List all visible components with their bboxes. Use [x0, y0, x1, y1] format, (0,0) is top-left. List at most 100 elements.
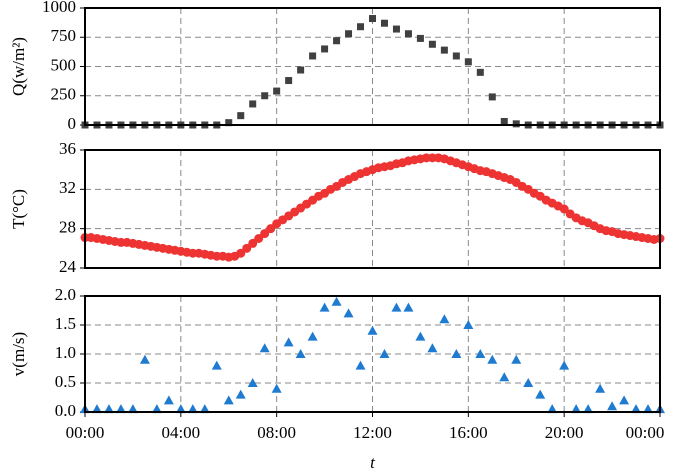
- point: [427, 343, 438, 353]
- point: [451, 349, 462, 358]
- y-tick-label: 2.0: [55, 285, 76, 304]
- point: [631, 404, 642, 414]
- point: [380, 19, 388, 27]
- y-tick-label: 1000: [42, 0, 76, 16]
- x-tick-label: 16:00: [449, 423, 488, 442]
- point: [91, 404, 102, 414]
- point: [475, 349, 486, 358]
- y-axis-label: T(°C): [9, 189, 28, 229]
- y-tick-label: 28: [59, 218, 76, 237]
- y-tick-label: 500: [51, 55, 77, 74]
- point: [249, 100, 257, 108]
- point: [512, 120, 520, 128]
- point: [297, 66, 305, 74]
- point: [452, 52, 460, 60]
- y-tick-label: 250: [51, 85, 77, 104]
- point: [309, 52, 317, 60]
- point: [283, 337, 294, 347]
- point: [151, 404, 162, 414]
- point: [416, 34, 424, 42]
- y-tick-label: 1.5: [55, 314, 76, 333]
- point: [523, 378, 534, 387]
- x-tick-label: 20:00: [545, 423, 584, 442]
- y-tick-label: 32: [59, 178, 76, 197]
- point: [343, 308, 354, 318]
- point: [163, 395, 174, 405]
- point: [254, 234, 264, 243]
- point: [187, 404, 198, 414]
- plot-frame: [84, 7, 661, 126]
- point: [235, 389, 246, 399]
- y-tick-label: 750: [51, 26, 77, 45]
- point: [319, 302, 330, 312]
- point: [404, 30, 412, 38]
- point: [369, 15, 376, 23]
- point: [476, 68, 484, 76]
- point: [607, 401, 618, 411]
- point: [535, 389, 546, 399]
- point: [307, 331, 318, 341]
- point: [583, 404, 594, 414]
- point: [236, 248, 246, 258]
- point: [488, 93, 496, 101]
- point: [428, 40, 436, 48]
- point: [379, 349, 390, 358]
- point: [463, 320, 474, 329]
- point: [271, 383, 282, 393]
- point: [331, 296, 342, 306]
- point: [260, 229, 270, 239]
- y-tick-label: 0.5: [55, 372, 76, 391]
- point: [345, 30, 353, 38]
- x-tick-label: 08:00: [257, 423, 296, 442]
- y-tick-label: 36: [59, 139, 76, 158]
- point: [115, 404, 126, 414]
- point: [211, 360, 222, 370]
- y-tick-label: 24: [59, 257, 77, 276]
- point: [355, 360, 366, 370]
- point: [367, 325, 378, 335]
- point: [259, 343, 270, 353]
- y-axis-label: Q(w/m²): [9, 37, 28, 96]
- x-axis-label: t: [370, 453, 376, 472]
- point: [500, 117, 508, 125]
- point: [333, 37, 341, 45]
- x-tick-label: 12:00: [353, 423, 392, 442]
- point: [285, 77, 293, 85]
- point: [261, 92, 269, 100]
- point: [247, 378, 258, 387]
- point: [175, 404, 186, 414]
- point: [403, 302, 414, 312]
- point: [559, 204, 569, 214]
- point: [439, 314, 450, 324]
- point: [391, 302, 402, 312]
- x-tick-label: 00:00: [626, 423, 665, 442]
- y-tick-label: 0.0: [55, 401, 76, 420]
- y-tick-label: 0: [68, 114, 77, 133]
- point: [199, 404, 210, 414]
- point: [225, 119, 233, 127]
- point: [643, 404, 654, 414]
- point: [139, 354, 150, 364]
- point: [321, 45, 329, 53]
- plot-frame: [84, 295, 661, 413]
- point: [511, 354, 522, 364]
- point: [619, 395, 630, 405]
- point: [103, 404, 114, 414]
- x-tick-label: 04:00: [161, 423, 200, 442]
- point: [464, 58, 472, 66]
- plot-frame: [84, 149, 661, 269]
- point: [440, 46, 448, 54]
- y-axis-label: v(m/s): [9, 332, 28, 376]
- point: [357, 23, 365, 31]
- point: [248, 238, 258, 248]
- point: [415, 331, 426, 341]
- point: [392, 25, 400, 33]
- point: [127, 404, 138, 414]
- x-tick-label: 00:00: [66, 423, 105, 442]
- point: [595, 383, 606, 393]
- point: [223, 395, 234, 405]
- point: [547, 404, 558, 414]
- point: [499, 372, 510, 382]
- point: [559, 360, 570, 370]
